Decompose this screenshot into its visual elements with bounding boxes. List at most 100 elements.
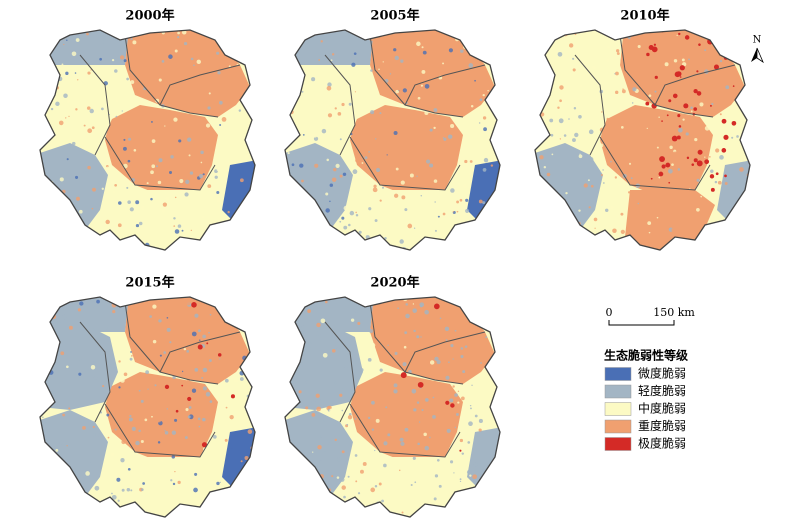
speckle	[164, 429, 166, 432]
speckle	[251, 192, 255, 198]
speckle	[672, 173, 675, 176]
speckle	[722, 31, 727, 36]
speckle	[537, 249, 540, 250]
speckle	[352, 184, 357, 188]
speckle	[186, 341, 191, 346]
speckle	[669, 53, 672, 56]
speckle	[357, 321, 361, 325]
speckle	[247, 134, 250, 137]
speckle	[397, 409, 403, 415]
speckle	[78, 357, 82, 361]
speckle	[489, 475, 494, 480]
speckle	[665, 30, 670, 32]
speckle	[430, 354, 434, 358]
speckle	[135, 440, 140, 446]
speckle	[193, 64, 195, 67]
speckle	[742, 101, 745, 104]
speckle	[420, 84, 424, 87]
speckle	[320, 434, 322, 437]
speckle	[242, 502, 245, 505]
speckle	[48, 44, 52, 49]
speckle	[245, 363, 249, 367]
speckle	[174, 49, 178, 53]
speckle	[418, 421, 421, 423]
speckle	[715, 148, 720, 153]
speckle	[352, 131, 357, 136]
speckle	[112, 190, 116, 194]
speckle	[551, 153, 554, 156]
speckle	[383, 463, 387, 468]
speckle	[622, 137, 626, 141]
speckle	[729, 201, 734, 205]
speckle	[173, 117, 178, 122]
speckle	[749, 43, 750, 47]
speckle	[400, 59, 404, 63]
severe-spot	[676, 135, 681, 140]
speckle	[298, 390, 302, 394]
vulnerability-zone	[535, 143, 603, 230]
speckle	[331, 177, 337, 182]
speckle	[479, 482, 484, 486]
speckle	[129, 414, 132, 418]
panel-title: 2020年	[370, 275, 419, 291]
speckle	[478, 428, 482, 432]
scale-bar: 0 150 km	[606, 306, 695, 326]
boundary	[104, 136, 216, 191]
speckle	[336, 476, 340, 479]
speckle	[123, 138, 126, 141]
severe-spot	[693, 88, 698, 94]
scale-start: 0	[606, 306, 613, 319]
speckle	[436, 458, 440, 462]
speckle	[560, 214, 563, 218]
boundary	[79, 54, 111, 156]
speckle	[413, 408, 417, 412]
speckle	[55, 448, 59, 452]
speckle	[428, 407, 434, 412]
speckle	[470, 30, 474, 35]
speckle	[370, 69, 373, 72]
speckle	[482, 93, 485, 97]
speckle	[309, 490, 314, 495]
speckle	[457, 182, 461, 187]
speckle	[547, 233, 552, 238]
speckle	[463, 39, 468, 43]
speckle	[285, 388, 289, 391]
speckle	[91, 126, 95, 130]
speckle	[393, 193, 399, 198]
speckle	[140, 399, 144, 403]
speckle	[311, 412, 316, 417]
speckle	[730, 213, 735, 217]
speckle	[220, 520, 224, 524]
speckle	[301, 325, 305, 329]
speckle	[452, 240, 457, 245]
speckle	[457, 390, 460, 393]
speckle	[330, 472, 334, 476]
speckle	[100, 26, 102, 28]
speckle	[71, 51, 77, 57]
speckle	[149, 315, 152, 318]
speckle	[614, 176, 618, 179]
speckle	[100, 241, 103, 244]
severe-spot	[696, 70, 699, 73]
speckle	[321, 128, 327, 134]
speckle	[421, 69, 426, 74]
speckle	[404, 427, 409, 432]
speckle	[563, 134, 567, 137]
speckle	[459, 480, 462, 483]
speckle	[196, 59, 201, 65]
speckle	[106, 249, 111, 250]
speckle	[360, 174, 363, 177]
severe-spot	[668, 181, 671, 184]
speckle	[352, 169, 358, 175]
speckle	[315, 393, 320, 398]
speckle	[480, 43, 483, 46]
speckle	[193, 487, 198, 493]
speckle	[602, 209, 606, 213]
speckle	[387, 348, 390, 351]
severe-spot	[164, 384, 170, 390]
speckle	[159, 354, 162, 357]
speckle	[172, 375, 176, 380]
speckle	[342, 387, 346, 391]
severe-spot	[661, 164, 666, 169]
speckle	[353, 30, 356, 34]
